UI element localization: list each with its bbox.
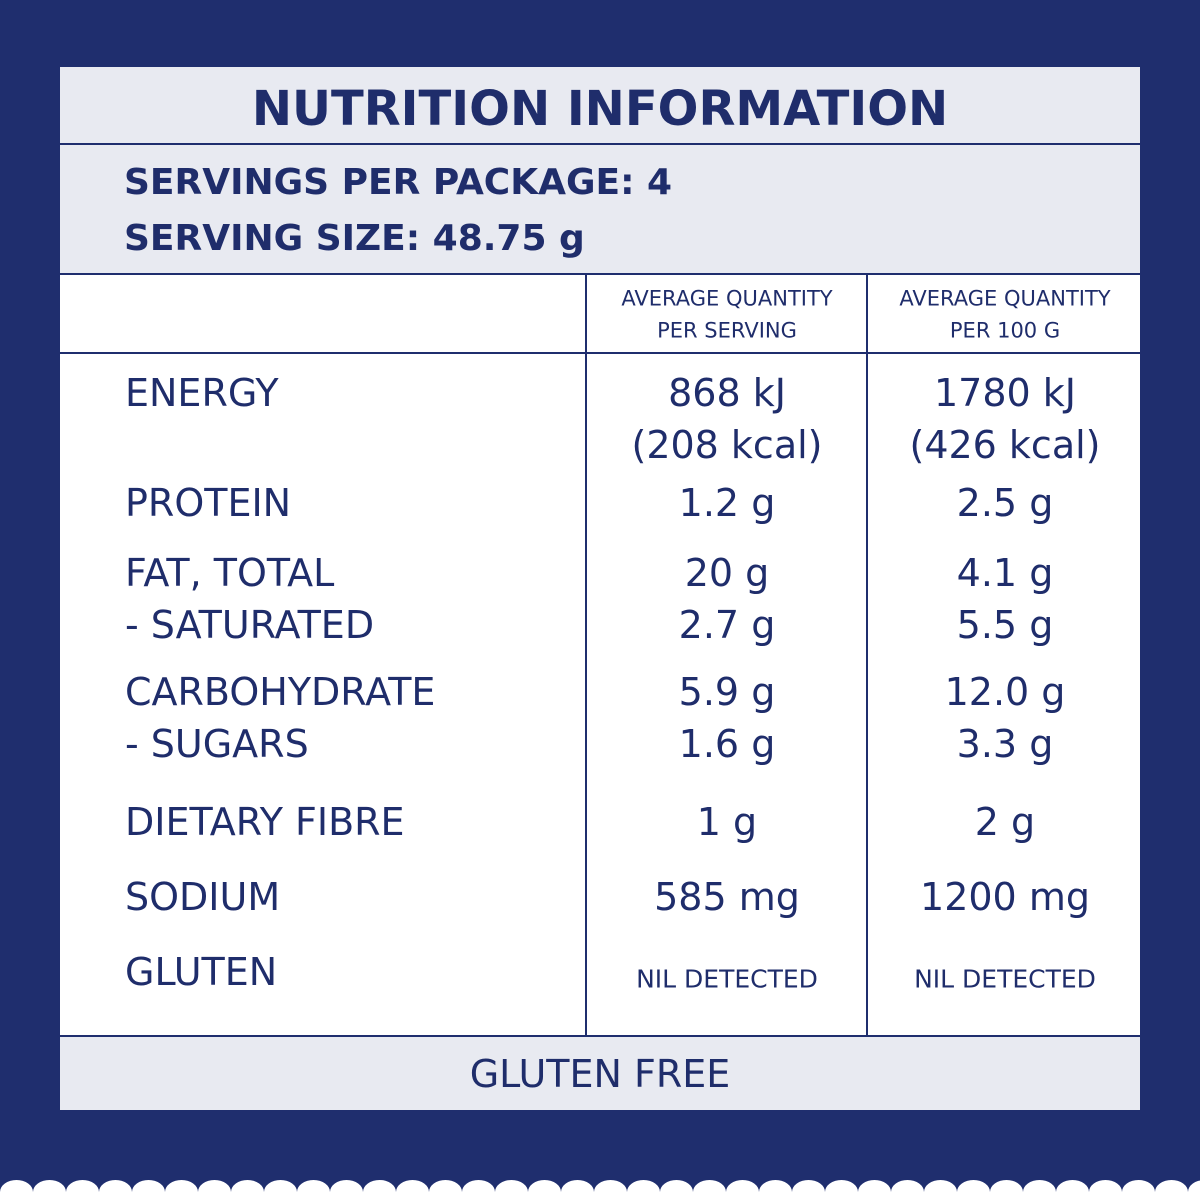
servings-line: SERVING SIZE: 48.75 g [124, 218, 585, 259]
nutrient-value: NIL DETECTED [636, 964, 818, 994]
nutrient-value: 4.1 g [956, 551, 1054, 595]
nutrient-label: - SATURATED [125, 603, 375, 647]
title-band [60, 67, 1140, 143]
nutrient-value: 3.3 g [956, 722, 1054, 766]
nutrient-label: PROTEIN [125, 481, 292, 525]
nutrient-value: 2.5 g [956, 481, 1054, 525]
title: NUTRITION INFORMATION [251, 81, 949, 137]
column-rule [866, 275, 868, 1035]
nutrient-label: DIETARY FIBRE [125, 800, 405, 844]
nutrient-value: 868 kJ [668, 371, 786, 415]
nutrient-value: 1200 mg [920, 875, 1090, 919]
column-header: AVERAGE QUANTITY [621, 286, 833, 311]
nutrient-value: 1.2 g [678, 481, 776, 525]
nutrient-label: FAT, TOTAL [125, 551, 335, 595]
scalloped-edge [0, 1180, 1200, 1200]
nutrition-panel: NUTRITION INFORMATION SERVINGS PER PACKA… [60, 67, 1140, 1110]
nutrient-value: (208 kcal) [631, 423, 823, 467]
footer: GLUTEN FREE [469, 1052, 731, 1096]
column-header: PER 100 G [949, 318, 1061, 343]
column-header: AVERAGE QUANTITY [899, 286, 1111, 311]
nutrient-value: 2.7 g [678, 603, 776, 647]
column-rule [585, 275, 587, 1035]
nutrient-value: 1 g [696, 800, 758, 844]
nutrient-value: 1780 kJ [934, 371, 1076, 415]
servings-line: SERVINGS PER PACKAGE: 4 [124, 162, 673, 203]
nutrient-value: 585 mg [654, 875, 800, 919]
nutrient-value: 5.5 g [956, 603, 1054, 647]
nutrient-value: 1.6 g [678, 722, 776, 766]
nutrient-value: 2 g [974, 800, 1036, 844]
nutrient-value: 5.9 g [678, 670, 776, 714]
nutrient-value: NIL DETECTED [914, 964, 1096, 994]
column-header: PER SERVING [657, 318, 797, 343]
nutrient-value: 12.0 g [944, 670, 1066, 714]
nutrient-label: CARBOHYDRATE [125, 670, 436, 714]
footer-band [60, 1035, 1140, 1110]
nutrient-value: 20 g [684, 551, 770, 595]
nutrient-label: GLUTEN [125, 950, 278, 994]
servings-band [60, 143, 1140, 275]
header-rule [60, 352, 1140, 354]
nutrient-label: - SUGARS [125, 722, 309, 766]
nutrient-label: SODIUM [125, 875, 281, 919]
scallop [0, 1180, 1200, 1200]
nutrient-label: ENERGY [125, 371, 279, 415]
nutrient-value: (426 kcal) [909, 423, 1101, 467]
